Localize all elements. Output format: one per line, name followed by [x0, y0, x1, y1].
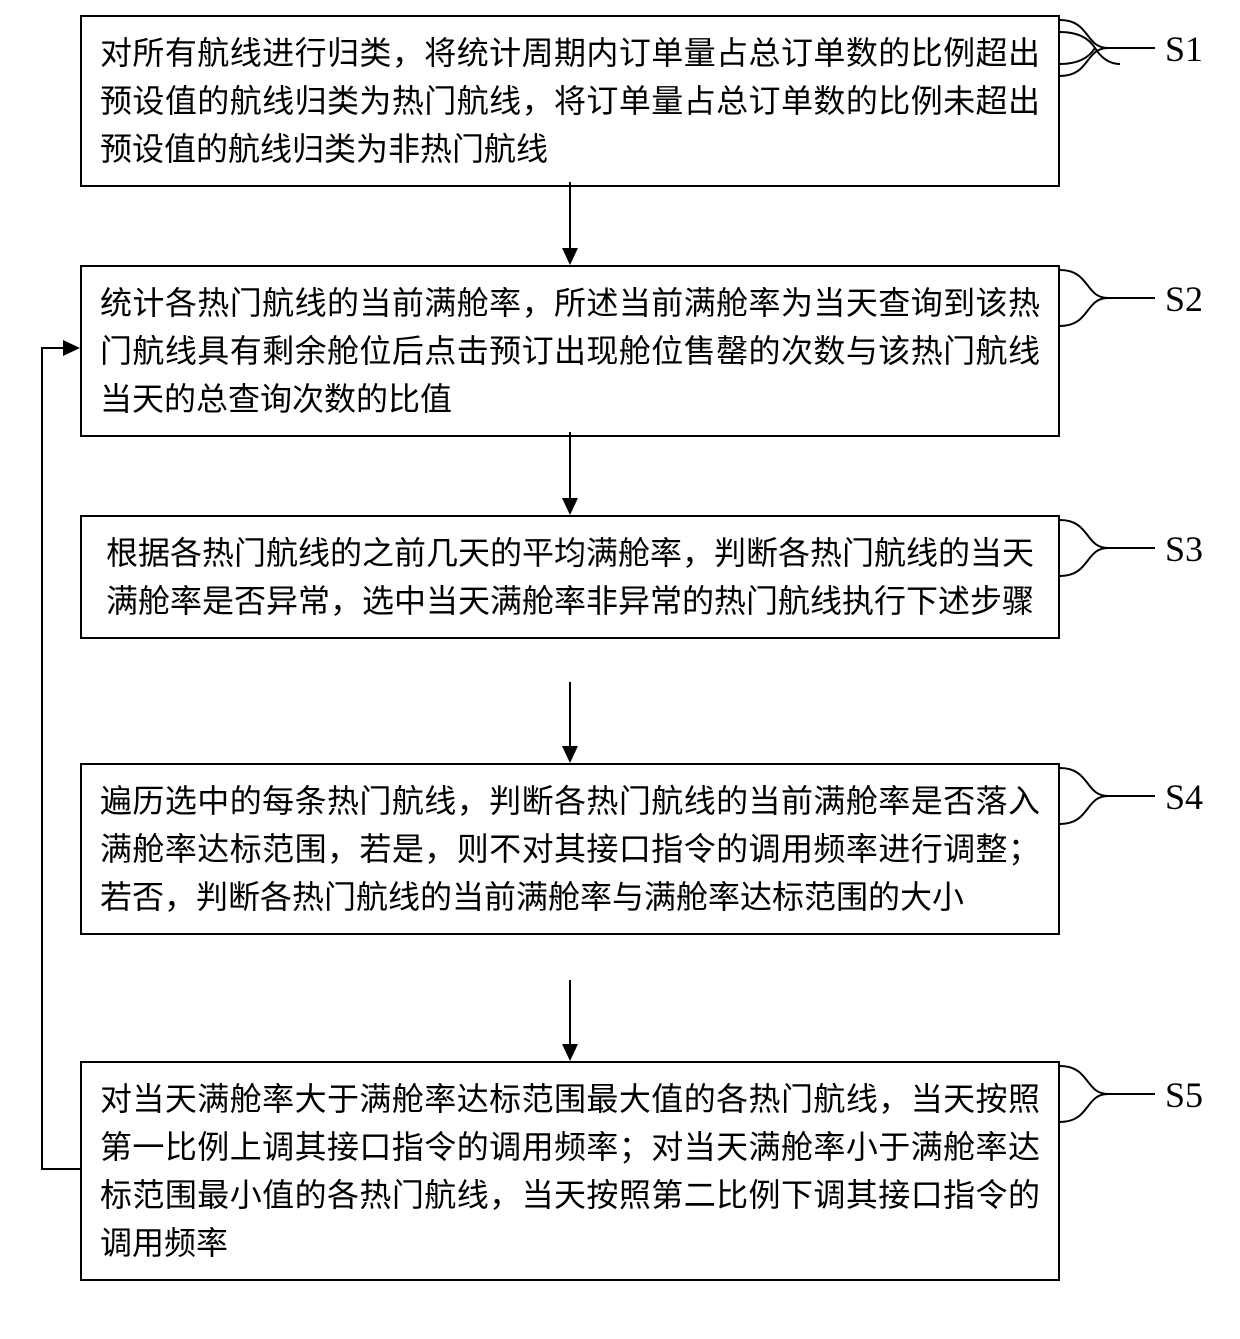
step-s4-box: 遍历选中的每条热门航线，判断各热门航线的当前满舱率是否落入满舱率达标范围，若是，…	[80, 763, 1060, 935]
step-s3-label: S3	[1165, 528, 1203, 570]
step-s1-box: 对所有航线进行归类，将统计周期内订单量占总订单数的比例超出预设值的航线归类为热门…	[80, 15, 1060, 187]
step-s3-box: 根据各热门航线的之前几天的平均满舱率，判断各热门航线的当天满舱率是否异常，选中当…	[80, 515, 1060, 639]
step-s5-text: 对当天满舱率大于满舱率达标范围最大值的各热门航线，当天按照第一比例上调其接口指令…	[100, 1081, 1040, 1261]
step-s4-label: S4	[1165, 776, 1203, 818]
step-s5-label: S5	[1165, 1074, 1203, 1116]
step-s2-label: S2	[1165, 278, 1203, 320]
step-s2-text: 统计各热门航线的当前满舱率，所述当前满舱率为当天查询到该热门航线具有剩余舱位后点…	[100, 285, 1040, 417]
flowchart-container: 对所有航线进行归类，将统计周期内订单量占总订单数的比例超出预设值的航线归类为热门…	[0, 0, 1240, 1339]
step-s1-text: 对所有航线进行归类，将统计周期内订单量占总订单数的比例超出预设值的航线归类为热门…	[100, 35, 1040, 167]
step-s5-box: 对当天满舱率大于满舱率达标范围最大值的各热门航线，当天按照第一比例上调其接口指令…	[80, 1061, 1060, 1281]
step-s4-text: 遍历选中的每条热门航线，判断各热门航线的当前满舱率是否落入满舱率达标范围，若是，…	[100, 783, 1040, 915]
step-s1-label: S1	[1165, 28, 1203, 70]
step-s3-text: 根据各热门航线的之前几天的平均满舱率，判断各热门航线的当天满舱率是否异常，选中当…	[106, 535, 1034, 619]
step-s2-box: 统计各热门航线的当前满舱率，所述当前满舱率为当天查询到该热门航线具有剩余舱位后点…	[80, 265, 1060, 437]
